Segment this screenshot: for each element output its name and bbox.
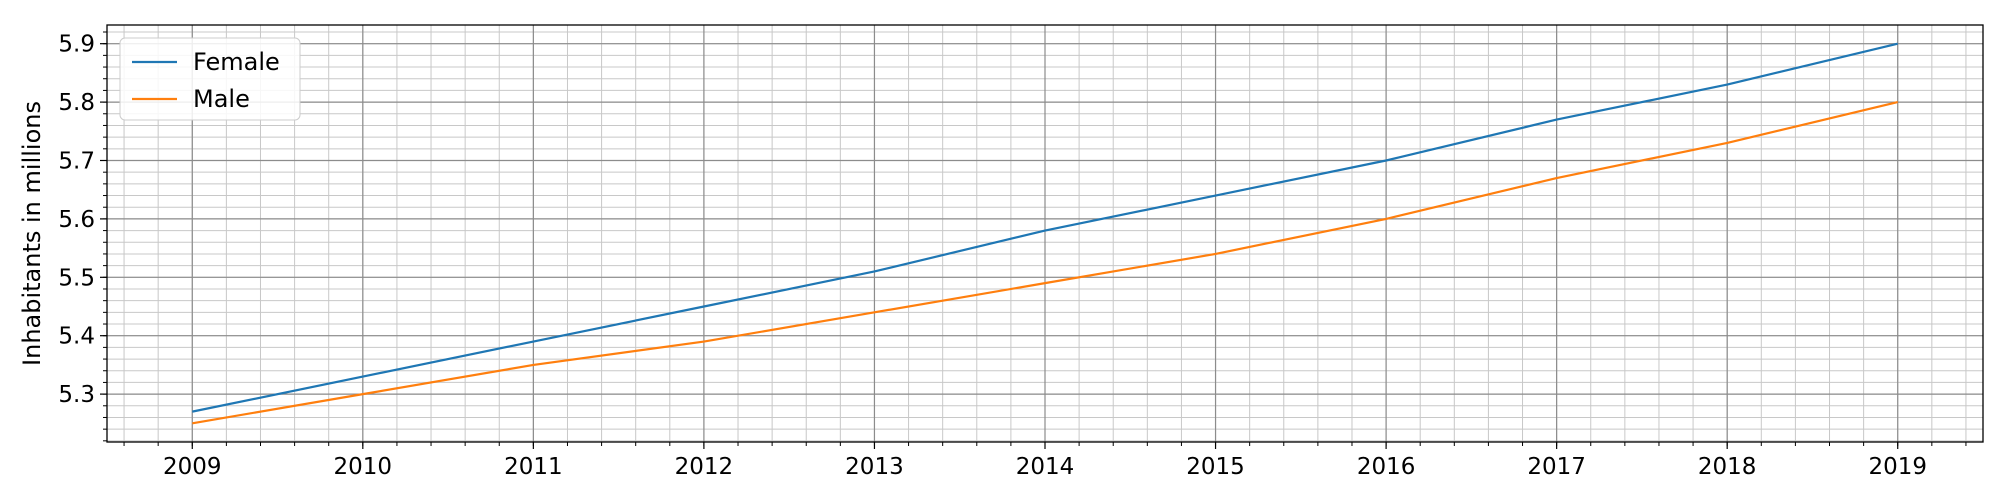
x-tick-label: 2009 — [163, 454, 222, 480]
x-tick-label: 2014 — [1016, 454, 1075, 480]
y-axis-tick-labels: 5.3 5.4 5.5 5.6 5.7 5.8 5.9 — [58, 32, 95, 408]
x-tick-label: 2015 — [1186, 454, 1245, 480]
y-tick-label: 5.9 — [58, 32, 95, 58]
legend: Female Male — [119, 37, 301, 121]
major-grid — [107, 25, 1983, 442]
y-tick-label: 5.3 — [58, 382, 95, 408]
series-line-female — [192, 42, 1898, 413]
x-tick-label: 2013 — [845, 454, 904, 480]
x-tick-label: 2012 — [675, 454, 734, 480]
y-tick-label: 5.6 — [58, 207, 95, 233]
y-tick-label: 5.7 — [58, 148, 95, 174]
x-tick-label: 2016 — [1357, 454, 1416, 480]
y-axis-label: Inhabitants in millions — [18, 101, 46, 366]
series-layer — [192, 42, 1898, 425]
legend-label-female: Female — [193, 48, 280, 76]
x-tick-label: 2010 — [334, 454, 393, 480]
x-tick-label: 2019 — [1868, 454, 1927, 480]
axis-ticks — [100, 31, 1967, 449]
x-tick-label: 2017 — [1527, 454, 1586, 480]
y-tick-label: 5.8 — [58, 90, 95, 116]
x-tick-label: 2018 — [1698, 454, 1757, 480]
x-tick-label: 2011 — [504, 454, 563, 480]
y-tick-label: 5.5 — [58, 265, 95, 291]
series-line-male — [192, 101, 1898, 425]
legend-label-male: Male — [193, 85, 250, 113]
x-axis-tick-labels: 2009 2010 2011 2012 2013 2014 2015 2016 2017 2018… — [163, 454, 1927, 480]
y-tick-label: 5.4 — [58, 324, 95, 350]
